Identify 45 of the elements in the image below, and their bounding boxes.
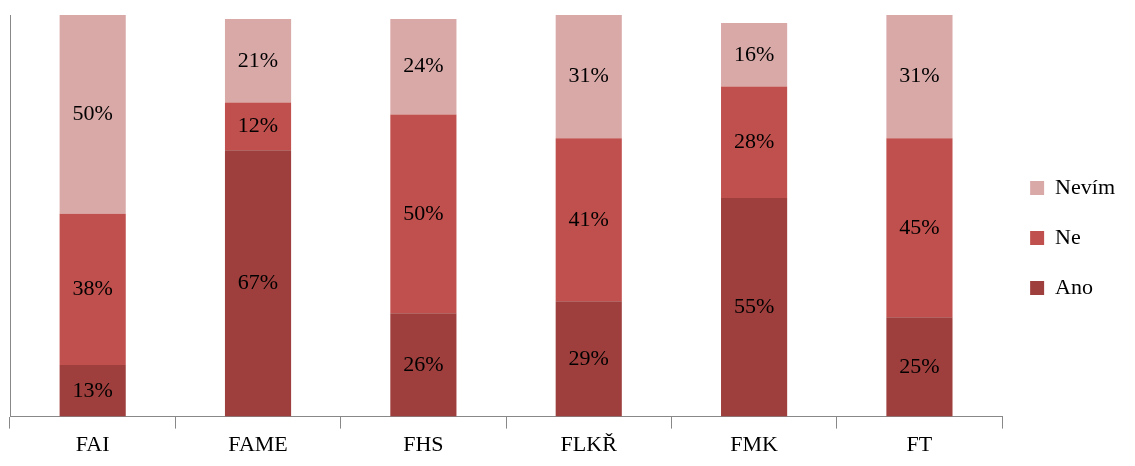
data-label: 50%: [403, 199, 444, 225]
x-tick-label: FAI: [75, 430, 110, 456]
data-label: 12%: [237, 112, 279, 138]
data-label: 31%: [568, 62, 609, 88]
data-label: 41%: [568, 205, 609, 231]
bar: [224, 18, 292, 103]
legend-label: Ne: [1055, 223, 1081, 249]
bar: [886, 138, 953, 318]
x-tick-label: FT: [906, 430, 933, 456]
x-tick-label: FAME: [228, 430, 288, 456]
data-label: 67%: [237, 269, 279, 295]
bar: [224, 150, 292, 417]
x-tick-label: FLKŘ: [560, 430, 618, 456]
data-label: 26%: [403, 350, 444, 376]
bar: [721, 197, 788, 417]
bar: [721, 86, 788, 198]
bar: [555, 301, 622, 417]
data-label: 21%: [237, 46, 279, 72]
bar: [59, 213, 126, 365]
bar: [390, 313, 457, 417]
legend-label: Nevím: [1055, 173, 1116, 199]
data-label: 55%: [733, 293, 775, 319]
data-label: 16%: [733, 40, 775, 66]
bar: [59, 15, 126, 214]
data-label: 28%: [733, 128, 775, 154]
bar: [721, 22, 788, 87]
bar: [59, 364, 126, 417]
data-label: 50%: [72, 100, 113, 126]
data-label: 24%: [403, 52, 444, 78]
bar: [390, 18, 457, 115]
data-label: 29%: [568, 344, 609, 370]
bar: [224, 102, 292, 151]
bar: [555, 15, 622, 139]
data-label: 25%: [899, 352, 940, 378]
data-label: 13%: [72, 376, 113, 402]
bar: [390, 114, 457, 314]
bar: [886, 317, 953, 417]
x-tick-label: FHS: [403, 430, 444, 456]
data-label: 45%: [899, 213, 940, 239]
data-label: 31%: [899, 62, 940, 88]
data-label: 38%: [72, 275, 113, 301]
bar: [886, 15, 953, 139]
bar: [555, 138, 622, 302]
legend-label: Ano: [1055, 273, 1094, 299]
x-tick-label: FMK: [730, 430, 779, 456]
